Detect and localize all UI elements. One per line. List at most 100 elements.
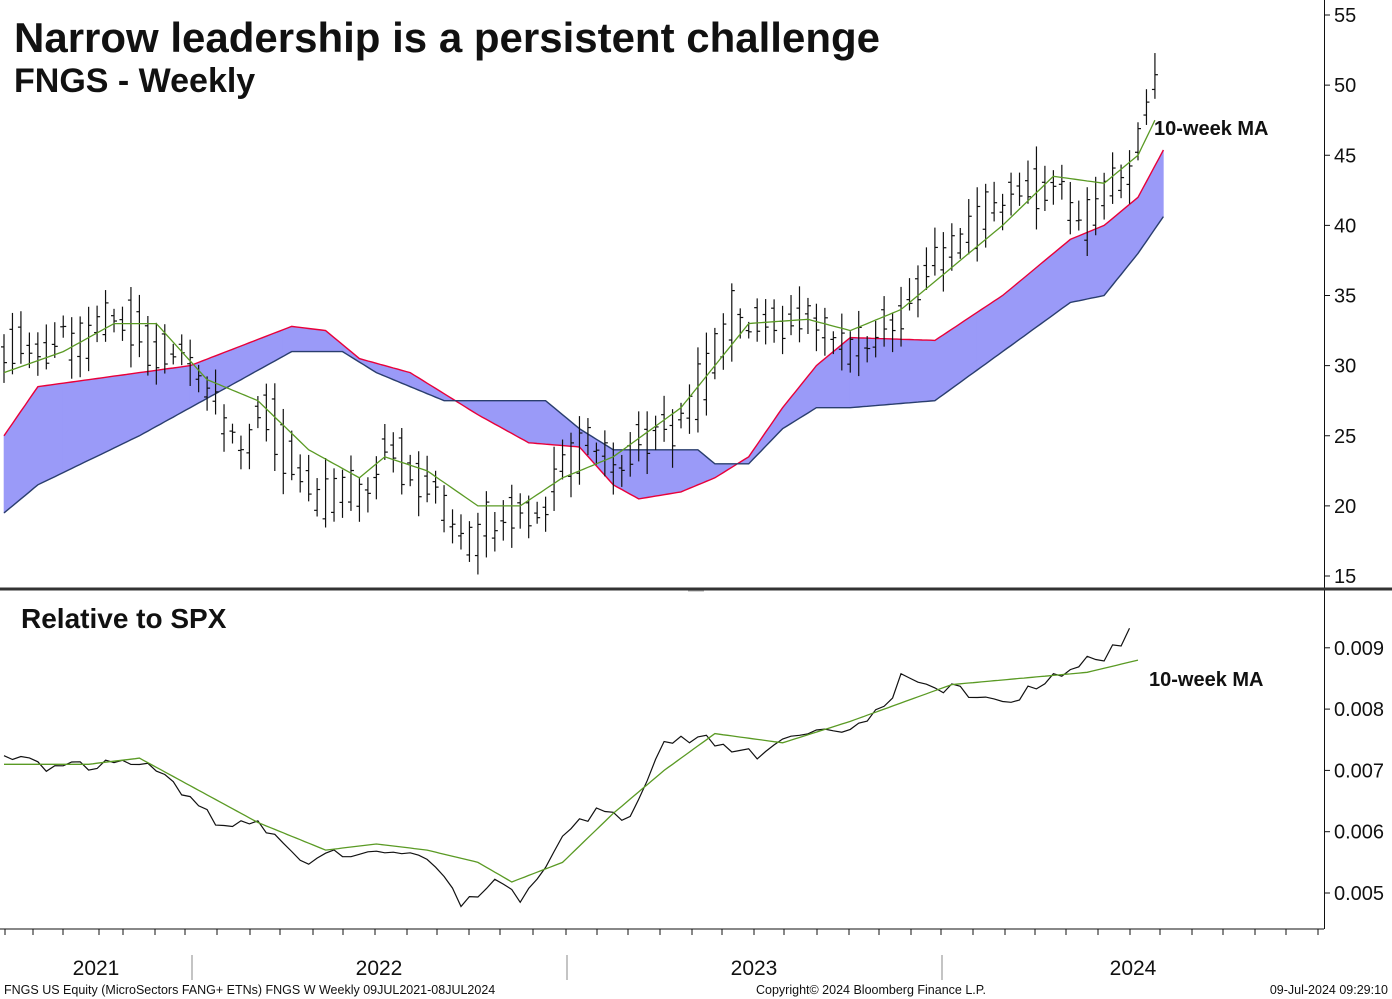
ohlc-bar [923,247,930,290]
ichimoku-cloud [3,149,1165,514]
cloud-segment [62,381,73,474]
ohlc-bar [525,495,532,539]
ohlc-bar [1126,150,1133,204]
ohlc-bar [889,312,896,353]
ohlc-bar [661,395,668,442]
cloud-segment [71,380,81,469]
cloud-segment [638,449,648,500]
ohlc-bar [576,416,583,485]
cloud-segment [968,311,978,377]
cloud-segment [1053,245,1063,316]
ohlc-bar [974,187,981,262]
ohlc-bar [1016,172,1023,206]
ohlc-bar [1143,89,1150,125]
ohlc-bar [271,383,278,472]
ohlc-bar [322,458,329,528]
ohlc-bar [1024,160,1031,204]
cloud-segment [1019,273,1029,340]
relative-lines [3,627,1139,908]
ohlc-bar [314,478,321,517]
lower-y-tick-label: 0.008 [1334,699,1384,721]
cloud-segment [37,385,47,486]
ohlc-bar [60,315,67,338]
year-label: 2022 [356,957,403,980]
cloud-segment [223,348,233,390]
ohlc-bar [982,183,989,248]
cloud-segment [113,374,123,449]
cloud-segment [96,376,106,457]
ohlc-bar [51,322,58,358]
ohlc-bar [965,199,972,255]
ohlc-bar [1101,172,1108,220]
upper-ma-line [3,119,1156,507]
ohlc-bar [593,442,600,465]
ohlc-bar [745,321,752,339]
upper-ma-path [3,119,1156,507]
ohlc-bar [407,454,414,487]
cloud-segment [917,339,927,403]
ohlc-bar [415,451,422,517]
upper-y-tick-label: 50 [1334,75,1356,97]
ohlc-bar [1118,164,1125,199]
ohlc-bar [221,404,228,452]
ohlc-bar [728,283,735,362]
ohlc-bar [1084,187,1091,256]
cloud-segment [266,332,276,367]
ohlc-bar [466,521,473,562]
ohlc-bar [948,223,955,271]
cloud-segment [1027,266,1037,334]
ohlc-bar [356,478,363,522]
cloud-segment [1002,287,1012,353]
ohlc-bar [127,287,134,368]
ohlc-bar [111,308,118,333]
ohlc-bar [669,409,676,468]
ohlc-bar [542,496,549,532]
ohlc-bar [838,313,845,371]
ohlc-bar [686,384,693,434]
ohlc-bar [601,430,608,477]
upper-y-tick-label: 30 [1334,356,1356,378]
cloud-span-a [3,149,1165,500]
cloud-segment [291,326,301,352]
ohlc-bar [153,322,160,385]
ohlc-bar [246,423,253,470]
cloud-segment [79,379,89,465]
lower-y-tick-label: 0.006 [1334,822,1384,844]
ohlc-bar [568,432,574,498]
ohlc-bar [804,297,811,334]
lower-ma-label: 10-week MA [1149,669,1264,691]
cloud-segment [519,400,529,444]
ohlc-bar [331,468,338,522]
cloud-segment [875,338,885,406]
ohlc-bar [297,454,304,493]
ohlc-bar [754,298,761,342]
ohlc-bar [796,286,803,343]
ohlc-bar [940,232,947,292]
ohlc-bar [610,442,617,495]
footer-timestamp: 09-Jul-2024 09:29:10 [1269,983,1388,997]
cloud-segment [122,373,132,445]
ohlc-bar [551,446,558,511]
cloud-segment [316,329,326,352]
ohlc-bar [1067,181,1074,235]
cloud-segment [680,449,690,493]
cloud-segment [926,339,936,402]
cloud-segment [959,317,970,383]
cloud-segment [816,357,826,409]
cloud-segment [985,300,995,365]
ohlc-bar [204,376,211,411]
ohlc-bar [1050,170,1057,205]
upper-ma-label: 10-week MA [1154,118,1269,140]
ohlc-bar [644,411,651,475]
cloud-segment [849,337,860,409]
cloud-segment [232,345,242,385]
ohlc-bar [347,455,354,511]
cloud-segment [1103,217,1113,297]
ohlc-bar [237,435,244,470]
lower-y-tick-label: 0.005 [1334,883,1384,905]
cloud-segment [883,338,893,406]
cloud-segment [333,336,343,352]
ohlc-bar [508,484,515,548]
cloud-segment [1061,238,1071,310]
upper-y-tick-label: 40 [1334,215,1356,237]
